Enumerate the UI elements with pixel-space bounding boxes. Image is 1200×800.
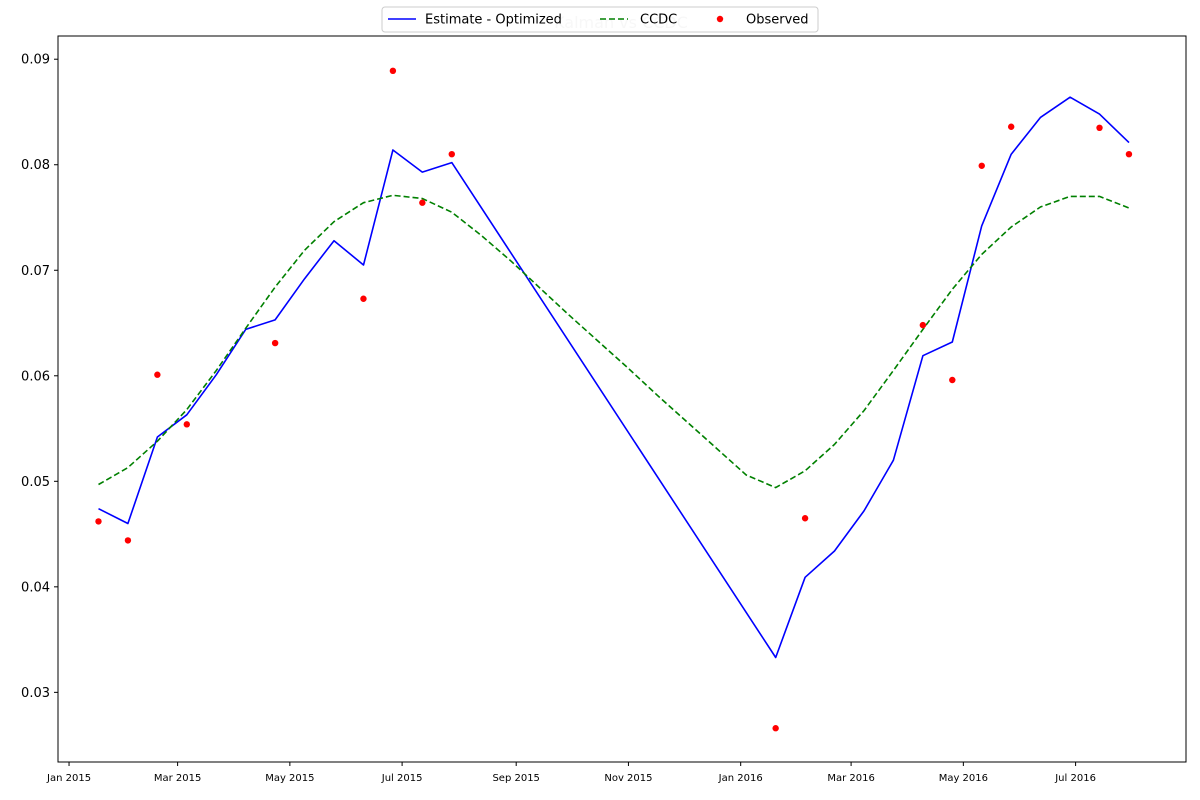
observed-point: [919, 321, 927, 329]
series-line-estimate-optimized: [98, 96, 1130, 659]
observed-point: [360, 295, 367, 302]
observed-point: [95, 518, 102, 525]
observed-point: [1096, 124, 1103, 132]
observed-point: [772, 725, 779, 732]
x-tick-label: May 2015: [265, 773, 314, 784]
x-axis: Jan 2015 Mar 2015 May 2015 Jul 2015 Sep 2015…: [46, 762, 1096, 784]
plot-area: [95, 67, 1133, 732]
observed-point: [1125, 150, 1133, 158]
x-tick-label: Sep 2015: [492, 773, 539, 784]
observed-point: [949, 376, 956, 384]
observed-point: [448, 150, 455, 158]
observed-point: [419, 199, 426, 206]
y-tick-label: 0.08: [21, 158, 50, 173]
legend-label-observed: Observed: [746, 13, 809, 28]
y-tick-label: 0.09: [21, 53, 50, 68]
observed-point: [183, 421, 191, 428]
x-tick-label: Jul 2015: [381, 773, 423, 784]
y-tick-label: 0.03: [21, 686, 50, 701]
x-tick-label: Jul 2016: [1054, 773, 1096, 784]
x-tick-label: Nov 2015: [604, 773, 652, 784]
x-tick-label: Mar 2016: [827, 773, 875, 784]
y-tick-label: 0.06: [21, 369, 50, 384]
observed-point: [801, 515, 809, 522]
x-tick-label: May 2016: [939, 773, 988, 784]
x-tick-label: Jan 2015: [46, 773, 91, 784]
y-axis: 0.03 0.04 0.05 0.06 0.07 0.08 0.09: [21, 53, 58, 701]
observed-point: [271, 339, 279, 347]
x-tick-label: Jan 2016: [718, 773, 763, 784]
y-tick-label: 0.05: [21, 475, 50, 490]
observed-point: [389, 67, 397, 75]
observed-point: [1007, 123, 1015, 130]
y-tick-label: 0.04: [21, 580, 50, 595]
observed-point: [154, 371, 161, 378]
y-tick-label: 0.07: [21, 264, 50, 279]
axes-frame: [57, 35, 1187, 763]
observed-point: [124, 537, 132, 544]
legend-label-estimate-optimized: Estimate - Optimized: [425, 13, 562, 28]
legend-swatch-observed: [716, 15, 724, 23]
legend: Estimate - Optimized CCDC Observed: [381, 6, 819, 33]
legend-label-ccdc: CCDC: [640, 13, 677, 28]
x-tick-label: Mar 2015: [154, 773, 202, 784]
observed-point: [978, 162, 985, 169]
